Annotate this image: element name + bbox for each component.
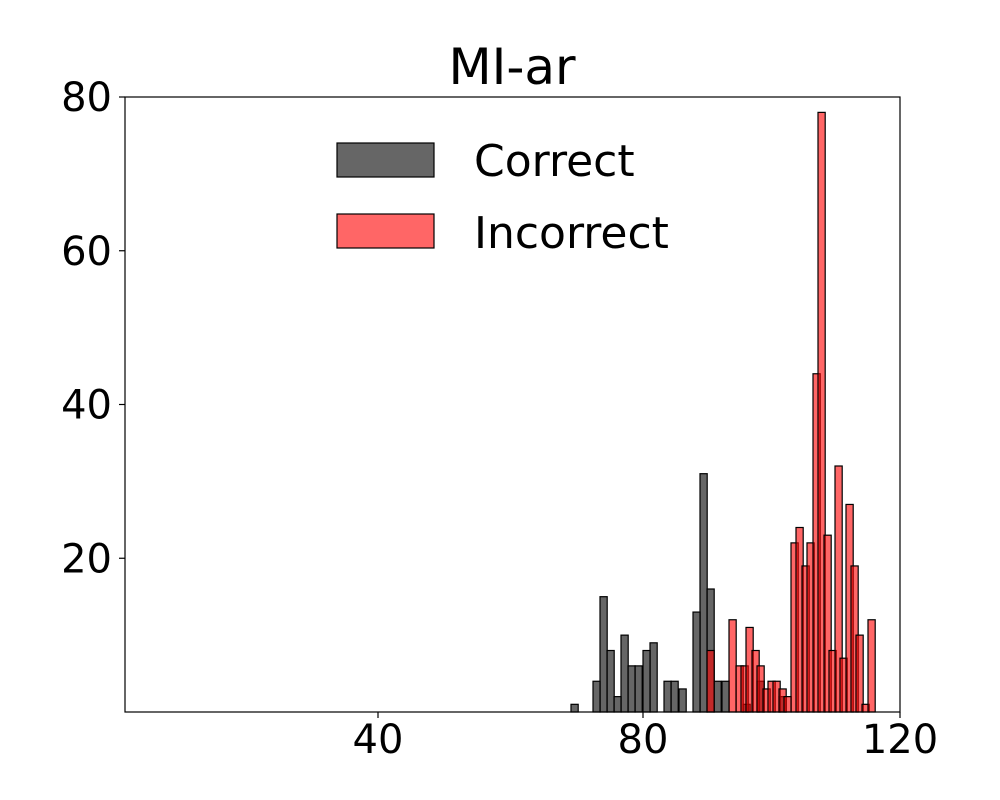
legend: Correct Incorrect [336, 136, 669, 259]
x-tick-label: 120 [862, 717, 938, 763]
x-tick-label: 80 [618, 717, 669, 763]
y-tick-label: 60 [61, 229, 112, 275]
correct-bars [570, 473, 787, 713]
histogram-bar [642, 649, 651, 713]
histogram-bar [867, 619, 876, 713]
y-tick-label: 20 [61, 536, 112, 582]
legend-swatch-incorrect [336, 213, 435, 249]
incorrect-bars [706, 111, 876, 713]
histogram-bar [783, 696, 792, 713]
legend-label-incorrect: Incorrect [474, 208, 669, 259]
histogram-bar [692, 611, 701, 713]
histogram-bar [706, 649, 715, 713]
histogram-bar [670, 680, 679, 713]
plot-frame [124, 96, 901, 713]
histogram-bar [678, 688, 687, 713]
histogram-bar [599, 596, 608, 713]
histogram-bar [699, 473, 708, 713]
histogram-bar [721, 680, 730, 713]
histogram-bar [713, 680, 722, 713]
y-tick-label: 40 [61, 383, 112, 429]
histogram-bar [663, 680, 672, 713]
histogram-bar [627, 665, 636, 713]
histogram-bar [855, 634, 864, 713]
x-tick-label: 40 [353, 717, 404, 763]
histogram-bar [606, 649, 615, 713]
histogram-bar [620, 634, 629, 713]
histogram-bar [634, 665, 643, 713]
y-axis: 20 40 60 80 [61, 75, 125, 582]
y-tick-label: 80 [61, 75, 112, 121]
histogram-bar [592, 680, 601, 713]
histogram-bar [613, 696, 622, 713]
histogram-bar [728, 619, 737, 713]
histogram-bar [649, 642, 658, 713]
legend-label-correct: Correct [474, 136, 635, 187]
chart-title: MI-ar [448, 38, 576, 96]
legend-swatch-correct [336, 142, 435, 178]
histogram-bar [570, 703, 579, 713]
x-axis: 40 80 120 [353, 712, 938, 763]
